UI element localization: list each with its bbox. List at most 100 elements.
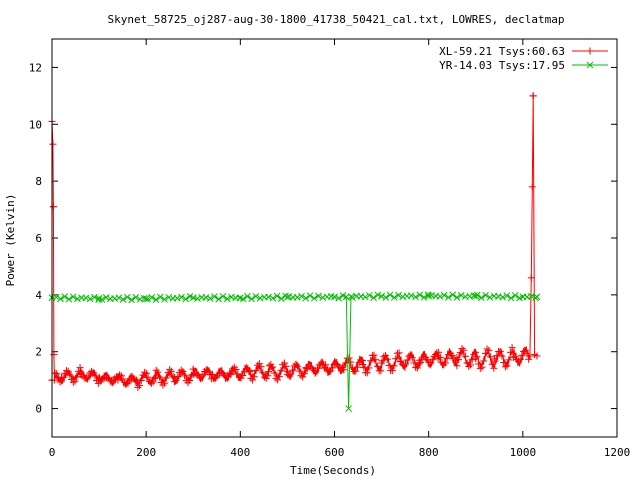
- series-marker: [260, 373, 268, 381]
- series-marker: [516, 356, 524, 364]
- series-marker: [51, 369, 59, 377]
- cross-marker-b: [533, 293, 541, 301]
- series-marker: [136, 295, 144, 303]
- cross-marker-b: [142, 295, 150, 302]
- series-marker: [177, 366, 185, 374]
- cross-marker-b: [412, 293, 419, 301]
- series-marker: [416, 291, 424, 299]
- series-marker: [478, 294, 485, 302]
- y-tick-label: 2: [35, 346, 42, 359]
- series-marker: [66, 371, 74, 379]
- series-marker: [352, 367, 360, 375]
- data-point-marker: [133, 376, 141, 384]
- cross-marker-b: [365, 291, 373, 299]
- series-marker: [201, 367, 209, 375]
- legend-swatch-marker: [586, 61, 594, 69]
- series-marker: [466, 361, 474, 369]
- data-point-marker: [57, 373, 65, 381]
- cross-marker-b: [378, 292, 385, 300]
- series-marker: [440, 291, 448, 299]
- cross-marker-b: [86, 295, 94, 303]
- series-marker: [317, 359, 325, 367]
- cross-marker-b: [293, 294, 301, 301]
- series-marker: [289, 366, 297, 374]
- series-marker: [222, 372, 230, 380]
- series-marker: [314, 364, 322, 372]
- series-marker: [61, 293, 69, 300]
- series-marker: [511, 352, 519, 360]
- series-marker: [325, 368, 333, 376]
- cross-marker-b: [466, 292, 473, 300]
- cross-marker-b: [132, 293, 140, 301]
- series-marker: [407, 292, 415, 299]
- series-marker: [382, 294, 390, 301]
- data-point-marker: [189, 294, 197, 302]
- series-marker: [151, 374, 159, 382]
- series-marker: [64, 367, 72, 375]
- data-point-marker: [527, 274, 535, 282]
- data-point-marker: [533, 352, 541, 360]
- cross-marker-b: [472, 292, 480, 300]
- cross-marker-b: [302, 294, 310, 302]
- data-point-marker: [347, 293, 355, 300]
- series-marker: [453, 362, 461, 370]
- cross-marker-b: [69, 293, 77, 301]
- series-marker: [144, 295, 151, 303]
- cross-marker-b: [148, 293, 156, 301]
- series-marker: [232, 365, 240, 373]
- series-marker: [194, 372, 202, 380]
- series-marker: [117, 372, 125, 380]
- series-marker: [277, 366, 285, 374]
- series-marker: [244, 292, 251, 300]
- series-marker: [508, 344, 516, 352]
- series-marker: [275, 373, 283, 381]
- cross-marker-b: [156, 293, 164, 301]
- series-marker: [328, 364, 336, 372]
- data-point-marker: [265, 368, 273, 376]
- series-marker: [211, 293, 218, 300]
- series-marker: [395, 349, 403, 357]
- cross-marker-b: [256, 294, 264, 302]
- data-point-marker: [472, 355, 480, 363]
- cross-marker-b: [182, 295, 190, 303]
- series-marker: [501, 363, 509, 371]
- x-tick-label: 0: [49, 446, 56, 459]
- series-marker: [511, 291, 519, 299]
- series-marker: [162, 374, 170, 382]
- cross-marker-b: [219, 292, 227, 300]
- series-marker: [121, 378, 129, 386]
- y-tick-label: 6: [35, 232, 42, 245]
- series-marker: [74, 295, 81, 303]
- cross-marker-b: [519, 293, 527, 301]
- series-marker: [94, 379, 102, 387]
- series-marker: [482, 291, 489, 299]
- series-marker: [505, 356, 513, 364]
- series-marker: [357, 356, 365, 364]
- series-marker: [345, 354, 353, 362]
- data-point-marker: [526, 352, 534, 360]
- series-marker: [65, 295, 73, 303]
- data-point-marker: [95, 373, 103, 381]
- series-marker: [161, 379, 169, 387]
- series-marker: [443, 354, 451, 362]
- cross-marker-b: [223, 295, 231, 303]
- cross-marker-b: [61, 293, 69, 300]
- cross-marker-b: [420, 294, 428, 301]
- cross-marker-b: [342, 293, 350, 301]
- series-marker: [435, 348, 443, 356]
- series-marker: [465, 362, 473, 370]
- series-marker: [486, 294, 494, 301]
- cross-marker-b: [370, 294, 377, 302]
- y-tick-label: 8: [35, 175, 42, 188]
- series-marker: [382, 352, 390, 360]
- series-marker: [441, 359, 449, 367]
- cross-marker-b: [74, 295, 81, 303]
- series-marker: [226, 369, 234, 377]
- series-marker: [152, 296, 160, 304]
- series-marker: [365, 291, 373, 299]
- cross-marker-b: [152, 296, 160, 304]
- data-point-marker: [491, 355, 499, 363]
- cross-marker-b: [440, 291, 448, 299]
- cross-marker-b: [347, 293, 355, 300]
